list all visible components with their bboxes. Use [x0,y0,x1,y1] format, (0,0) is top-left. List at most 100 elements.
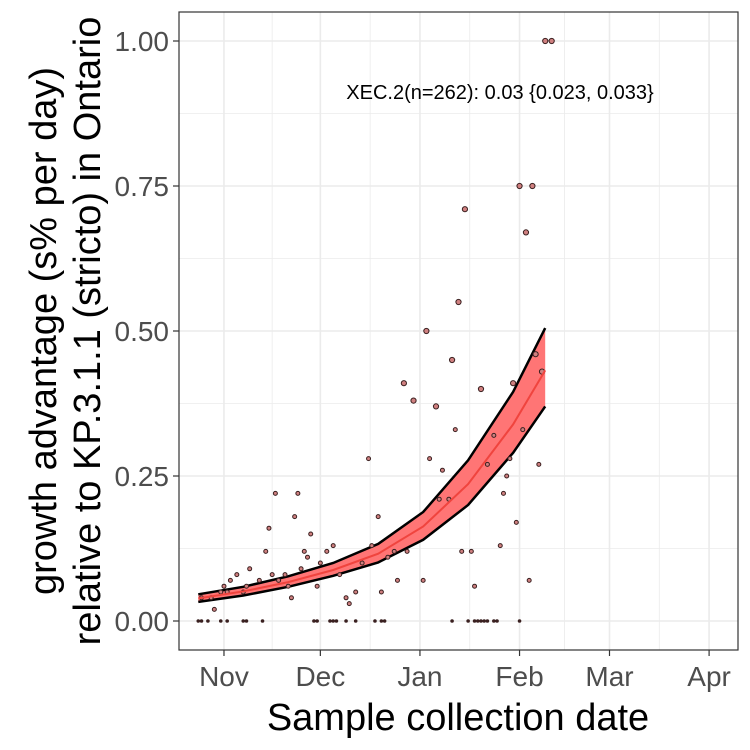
upper-bound-line [198,327,547,596]
data-point [400,380,407,387]
data-point [497,543,503,549]
data-point [292,514,298,520]
data-point [199,619,204,623]
data-point [504,473,510,479]
data-point [366,456,372,462]
data-point [529,182,536,190]
data-point [532,351,539,358]
data-point [288,595,294,601]
data-point [276,577,282,583]
data-point [282,572,288,578]
data-point [484,461,490,467]
data-point [379,619,384,623]
data-point [256,577,262,583]
data-point [317,560,323,566]
data-point [244,619,249,623]
data-point [548,37,555,45]
data-point [331,619,336,623]
data-point [394,577,400,583]
data-point [330,543,336,549]
data-point [507,456,513,462]
x-axis-title: Sample collection date [267,697,649,739]
data-point [491,432,497,438]
data-point [375,514,381,520]
data-point [312,619,316,623]
data-point [343,595,349,601]
data-point [353,589,359,595]
data-point [391,548,397,554]
data-point [337,572,343,578]
data-point [225,619,229,623]
data-point [513,519,519,525]
data-point [520,427,526,433]
data-point [536,461,542,467]
data-point [423,327,430,335]
data-point [260,619,265,623]
data-point [466,619,470,623]
data-point [500,490,506,496]
grid-layer [179,12,738,650]
data-point [495,619,499,623]
data-point [218,619,223,623]
data-point [227,577,233,583]
data-point [479,619,483,623]
x-tick-label: Nov [199,661,249,692]
data-point [410,397,417,404]
data-point [353,619,358,623]
data-point [482,619,487,623]
data-point [269,572,275,578]
data-point [263,548,269,554]
y-axis-title-line-2: relative to KP.3.1.1 (stricto) in Ontari… [67,17,109,646]
data-point [359,560,365,566]
data-point [196,619,201,623]
data-point [427,456,433,462]
data-point [373,619,377,623]
x-tick-label: Feb [495,661,543,692]
data-point [295,490,301,496]
data-point [452,427,458,433]
x-tick-label: Mar [585,661,633,692]
fit-line [198,369,547,600]
y-tick-label: 0.50 [115,316,170,347]
data-point [472,583,478,589]
data-point [485,619,490,623]
data-point [298,566,304,572]
data-point [346,601,352,607]
data-point [475,619,480,623]
data-point [243,583,249,589]
lower-bound-line [198,405,547,604]
data-point [477,385,485,393]
data-point [305,554,311,560]
data-point [308,531,314,537]
y-tick-label: 1.00 [115,26,170,57]
data-point [344,619,348,623]
data-point [369,543,375,549]
data-point [526,577,532,583]
data-point [382,619,387,623]
y-axis-title-line-1: growth advantage (s% per day) [23,67,65,595]
x-tick-label: Jan [397,661,442,692]
data-point [206,619,210,623]
data-point [334,619,339,623]
data-point [432,403,440,410]
data-point [448,356,456,364]
x-tick-label: Apr [687,661,731,692]
fit-line-layer [198,369,547,600]
data-point [328,619,332,623]
y-tick-label: 0.75 [115,171,170,202]
data-point [468,548,474,554]
data-point [472,619,477,623]
data-point [211,606,217,612]
x-tick-label: Dec [295,661,345,692]
data-point [450,619,454,623]
data-point [517,619,522,623]
data-point [420,577,426,583]
data-point [542,37,549,45]
data-point [234,572,240,578]
data-point [301,548,307,554]
data-point [221,583,227,589]
data-point [314,583,320,589]
data-point [436,496,442,502]
